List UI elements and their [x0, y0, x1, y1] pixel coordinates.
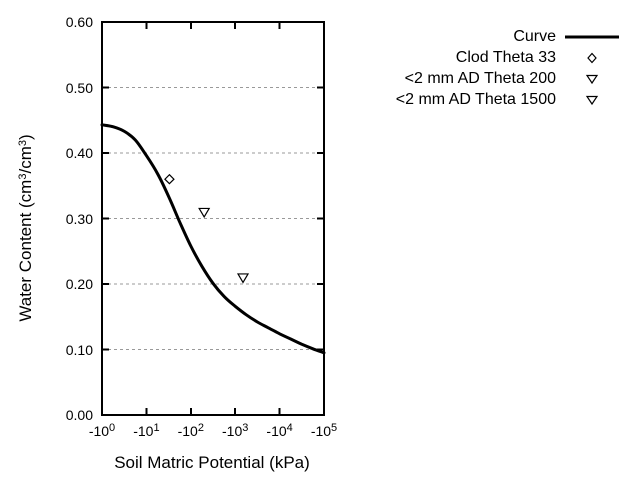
triangle-down-data-point	[236, 273, 250, 284]
y-tick-label: 0.20	[65, 276, 93, 292]
legend-label: <2 mm AD Theta 1500	[395, 90, 556, 108]
legend-item-ad-theta-200: <2 mm AD Theta 200	[322, 68, 622, 89]
x-tick-label: -102	[177, 422, 204, 439]
triangle-down-marker-icon	[585, 74, 599, 84]
x-axis-title: Soil Matric Potential (kPa)	[114, 453, 310, 472]
legend-item-curve: Curve	[322, 26, 622, 47]
y-tick-label: 0.60	[65, 14, 93, 30]
legend-label: Clod Theta 33	[455, 48, 556, 66]
retention-curve	[100, 123, 326, 355]
legend-label: Curve	[513, 27, 556, 45]
triangle-down-marker-icon	[585, 95, 599, 105]
line-sample-icon	[565, 35, 619, 38]
y-tick-label: 0.30	[65, 210, 93, 227]
y-tick-label: 0.10	[65, 341, 93, 358]
legend-sample	[562, 52, 622, 64]
x-tick-label: -103	[222, 422, 249, 439]
y-tick-label: 0.50	[65, 79, 93, 96]
diamond-data-point	[164, 173, 175, 185]
legend-item-ad-theta-1500: <2 mm AD Theta 1500	[322, 89, 622, 110]
legend-sample	[562, 94, 622, 106]
x-tick-label: -104	[266, 422, 293, 439]
y-tick-label: 0.00	[65, 407, 93, 423]
x-tick-label: -100	[88, 422, 116, 439]
legend: Curve Clod Theta 33 <2 mm AD Theta 200	[322, 26, 622, 110]
legend-sample	[562, 73, 622, 85]
legend-sample	[562, 31, 622, 43]
y-tick-label: 0.40	[65, 145, 93, 161]
diamond-marker-icon	[587, 52, 597, 63]
x-tick-label: -105	[310, 422, 338, 439]
x-tick-label: -101	[133, 422, 160, 439]
legend-label: <2 mm AD Theta 200	[404, 69, 556, 87]
triangle-down-data-point	[198, 207, 211, 219]
legend-item-clod-theta-33: Clod Theta 33	[322, 47, 622, 68]
y-axis-title: Water Content (cm3/cm3)	[16, 134, 35, 322]
